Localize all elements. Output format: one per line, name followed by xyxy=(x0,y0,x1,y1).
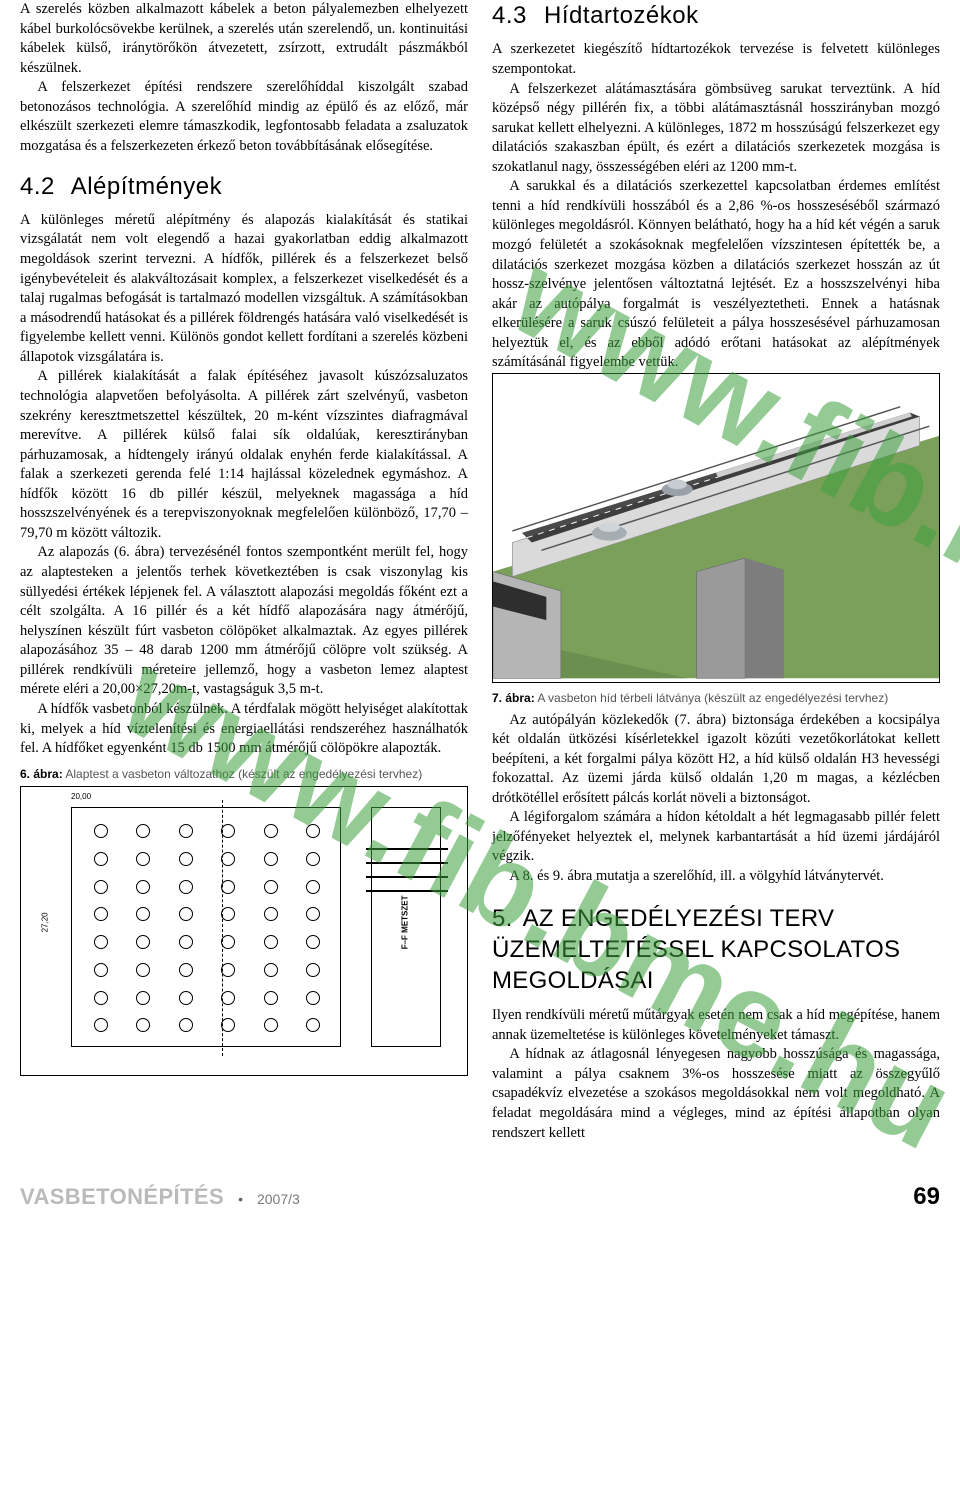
pile-icon xyxy=(136,935,150,949)
pile-icon xyxy=(221,1018,235,1032)
dimension-label: 27,20 xyxy=(41,913,52,933)
pile-icon xyxy=(264,880,278,894)
dimension-label: 20,00 xyxy=(71,792,91,803)
figure-6-caption: 6. ábra: Alaptest a vasbeton változathoz… xyxy=(20,767,468,783)
pile-icon xyxy=(179,991,193,1005)
figure-7-render xyxy=(492,373,940,683)
pile-icon xyxy=(221,880,235,894)
pile-icon xyxy=(136,1018,150,1032)
figure-6-drawing: 20,00 27,20 F–F METSZET xyxy=(20,786,468,1076)
ground-line xyxy=(366,890,448,892)
pile-icon xyxy=(94,963,108,977)
section-title: Alépítmények xyxy=(71,173,222,200)
paragraph: A pillérek kialakítását a falak építéséh… xyxy=(20,367,468,543)
pile-icon xyxy=(306,963,320,977)
section-heading-5: 5.Az engedélyezési terv üzemeltetéssel k… xyxy=(492,903,940,997)
pile-icon xyxy=(306,824,320,838)
paragraph: A hídfők vasbetonból készülnek. A térdfa… xyxy=(20,700,468,759)
paragraph: A légiforgalom számára a hídon kétoldalt… xyxy=(492,808,940,867)
pile-icon xyxy=(179,824,193,838)
pile-icon xyxy=(179,935,193,949)
pile-icon xyxy=(94,824,108,838)
paragraph: A 8. és 9. ábra mutatja a szerelőhíd, il… xyxy=(492,867,940,887)
pile-icon xyxy=(221,824,235,838)
paragraph: A felszerkezet alátámasztására gömbsüveg… xyxy=(492,80,940,178)
paragraph: A különleges méretű alépítmény és alapoz… xyxy=(20,211,468,368)
pile-icon xyxy=(264,1018,278,1032)
pile-icon xyxy=(94,852,108,866)
pile-icon xyxy=(94,935,108,949)
ground-line xyxy=(366,862,448,864)
pile-icon xyxy=(221,963,235,977)
pile-icon xyxy=(221,852,235,866)
paragraph: A hídnak az átlagosnál lényegesen nagyob… xyxy=(492,1045,940,1143)
page-number: 69 xyxy=(913,1181,940,1213)
section-title: Az engedélyezési terv üzemeltetéssel kap… xyxy=(492,905,900,994)
pile-icon xyxy=(179,880,193,894)
caption-label: 7. ábra: xyxy=(492,691,535,705)
pile-icon xyxy=(179,1018,193,1032)
pile-icon xyxy=(264,963,278,977)
pile-icon xyxy=(221,935,235,949)
paragraph: Az autópályán közlekedők (7. ábra) bizto… xyxy=(492,711,940,809)
section-title: Hídtartozékok xyxy=(544,2,699,29)
bridge-3d-svg xyxy=(493,374,939,682)
section-number: 5. xyxy=(492,905,513,932)
pile-icon xyxy=(306,1018,320,1032)
pile-icon xyxy=(136,880,150,894)
paragraph: A sarukkal és a dilatációs szerkezettel … xyxy=(492,177,940,373)
pile-icon xyxy=(306,907,320,921)
paragraph: A felszerkezet építési rendszere szerelő… xyxy=(20,78,468,156)
pile-icon xyxy=(136,991,150,1005)
elevation-view xyxy=(371,807,441,1047)
section-heading-4-2: 4.2 Alépítmények xyxy=(20,171,468,203)
pile-icon xyxy=(179,907,193,921)
paragraph: A szerkezetet kiegészítő hídtartozékok t… xyxy=(492,40,940,79)
figure-7-caption: 7. ábra: A vasbeton híd térbeli látványa… xyxy=(492,691,940,707)
section-number: 4.3 xyxy=(492,2,527,29)
pile-icon xyxy=(264,935,278,949)
pile-icon xyxy=(264,991,278,1005)
issue-label: 2007/3 xyxy=(257,1190,300,1209)
divider-icon: • xyxy=(238,1190,243,1209)
left-column: A szerelés közben alkalmazott kábelek a … xyxy=(20,0,468,1143)
pile-icon xyxy=(264,852,278,866)
plan-view xyxy=(71,807,341,1047)
ground-line xyxy=(366,848,448,850)
page-footer: VASBETONÉPÍTÉS • 2007/3 69 xyxy=(0,1173,960,1217)
pile-icon xyxy=(136,852,150,866)
caption-text: Alaptest a vasbeton változathoz (készült… xyxy=(63,767,423,781)
pile-icon xyxy=(94,991,108,1005)
pile-icon xyxy=(306,991,320,1005)
pile-icon xyxy=(94,907,108,921)
paragraph: Az alapozás (6. ábra) tervezésénél fonto… xyxy=(20,543,468,700)
section-cut-line xyxy=(222,800,223,1056)
pile-icon xyxy=(221,907,235,921)
magazine-title: VASBETONÉPÍTÉS xyxy=(20,1182,224,1212)
pile-icon xyxy=(179,852,193,866)
pile-icon xyxy=(306,935,320,949)
pile-icon xyxy=(221,991,235,1005)
section-number: 4.2 xyxy=(20,173,55,200)
right-column: 4.3 Hídtartozékok A szerkezetet kiegészí… xyxy=(492,0,940,1143)
paragraph: A szerelés közben alkalmazott kábelek a … xyxy=(20,0,468,78)
pile-icon xyxy=(136,824,150,838)
pile-icon xyxy=(264,824,278,838)
caption-text: A vasbeton híd térbeli látványa (készült… xyxy=(535,691,889,705)
ground-line xyxy=(366,876,448,878)
pile-icon xyxy=(94,880,108,894)
pile-icon xyxy=(136,963,150,977)
pile-icon xyxy=(136,907,150,921)
pile-icon xyxy=(306,880,320,894)
caption-label: 6. ábra: xyxy=(20,767,63,781)
pile-icon xyxy=(264,907,278,921)
section-heading-4-3: 4.3 Hídtartozékok xyxy=(492,0,940,32)
pile-icon xyxy=(94,1018,108,1032)
pile-icon xyxy=(179,963,193,977)
page: A szerelés közben alkalmazott kábelek a … xyxy=(0,0,960,1173)
pile-icon xyxy=(306,852,320,866)
paragraph: Ilyen rendkívüli méretű műtárgyak esetén… xyxy=(492,1006,940,1045)
